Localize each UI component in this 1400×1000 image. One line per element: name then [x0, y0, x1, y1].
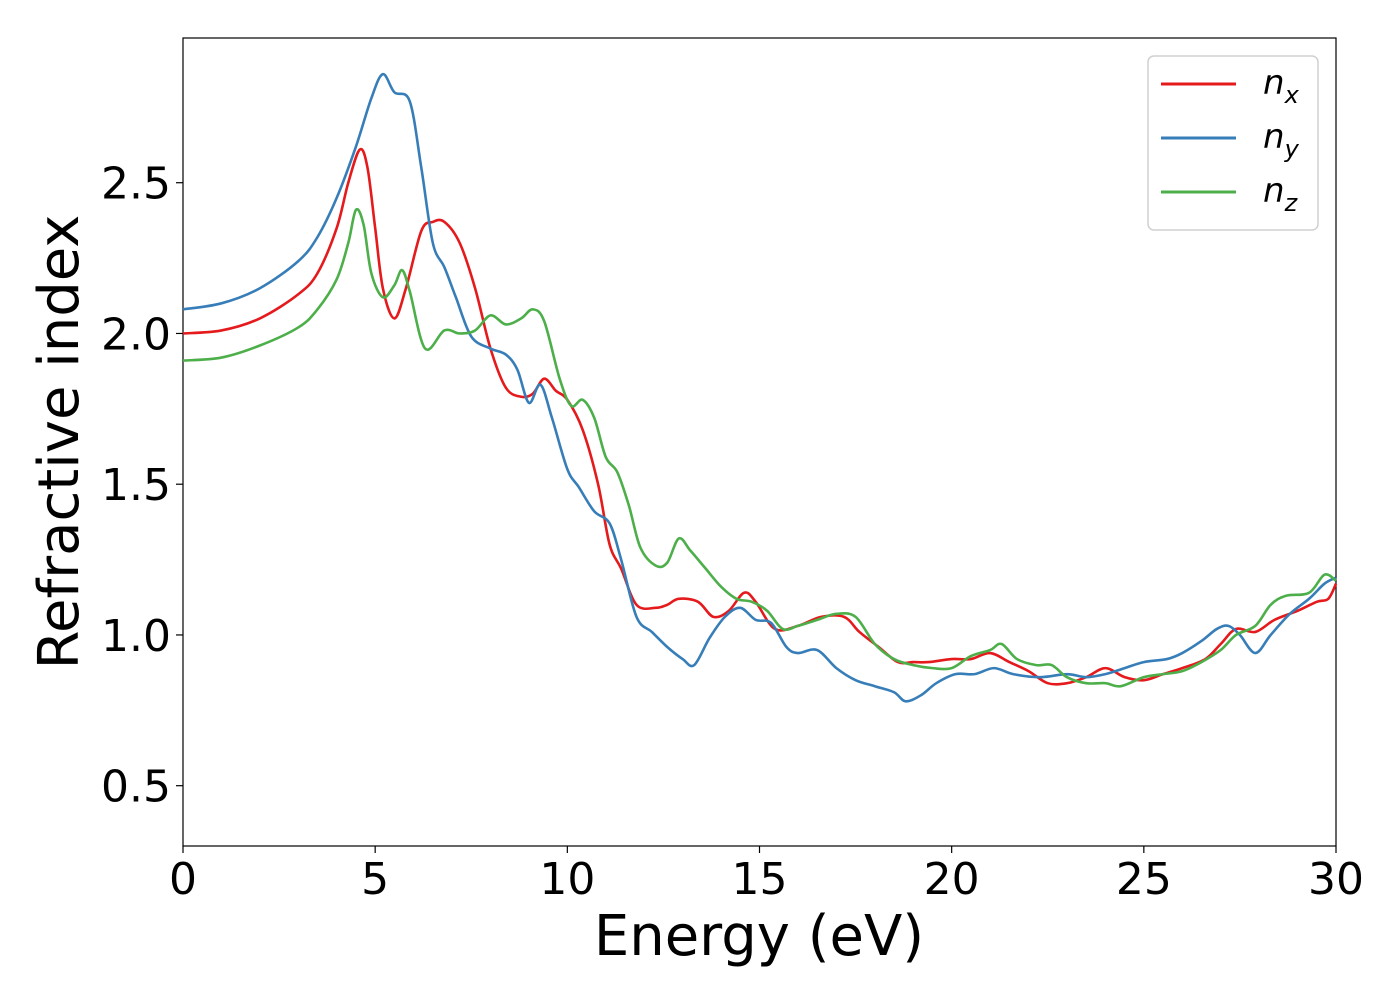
legend-label-ny: ny — [1263, 117, 1300, 163]
x-tick-label: 25 — [1116, 854, 1172, 905]
series-line-ny — [182, 72, 1337, 703]
legend: nx ny nz — [1147, 55, 1319, 231]
x-tick-label: 5 — [361, 854, 389, 905]
y-tick-label: 1.0 — [101, 611, 171, 662]
x-axis-label: Energy (eV) — [594, 904, 924, 969]
x-tick-label: 30 — [1308, 854, 1364, 905]
x-axis-ticks: 0 5 10 15 20 25 30 — [169, 846, 1364, 905]
x-tick-label: 20 — [924, 854, 980, 905]
plot-area — [182, 37, 1337, 847]
y-tick-label: 2.0 — [101, 309, 171, 360]
x-tick-label: 15 — [732, 854, 788, 905]
series-layer — [182, 72, 1338, 703]
y-axis-label: Refractive index — [27, 215, 92, 670]
series-line-nz — [182, 207, 1337, 688]
y-tick-label: 1.5 — [101, 460, 171, 511]
x-tick-label: 0 — [169, 854, 197, 905]
y-axis-ticks: 0.5 1.0 1.5 2.0 2.5 — [101, 159, 183, 813]
legend-label-nz: nz — [1263, 171, 1299, 217]
legend-box — [1147, 55, 1319, 231]
y-tick-label: 2.5 — [101, 159, 171, 210]
y-tick-label: 0.5 — [101, 762, 171, 813]
x-tick-label: 10 — [539, 854, 595, 905]
legend-label-nx: nx — [1263, 63, 1300, 109]
